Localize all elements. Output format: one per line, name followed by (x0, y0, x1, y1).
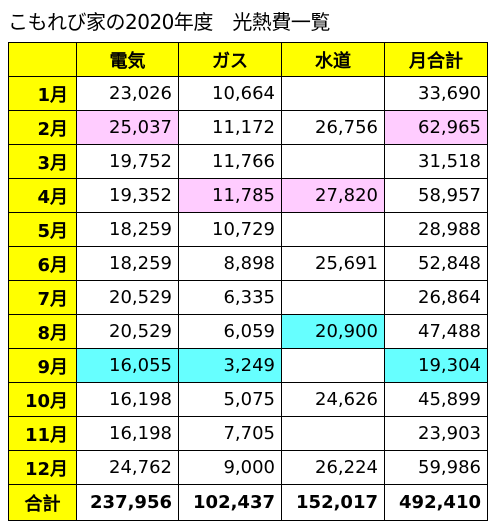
table-row: 6月 18,259 8,898 25,691 52,848 (8, 246, 488, 281)
monthly-total-cell[interactable]: 52,848 (384, 246, 488, 281)
water-cell[interactable]: 24,626 (281, 382, 385, 417)
water-cell[interactable] (281, 144, 385, 179)
month-cell[interactable]: 6月 (8, 246, 77, 281)
water-cell[interactable] (281, 280, 385, 315)
month-cell[interactable]: 11月 (8, 416, 77, 451)
electric-cell[interactable]: 20,529 (76, 280, 179, 315)
water-cell[interactable] (281, 416, 385, 451)
water-cell[interactable]: 27,820 (281, 178, 385, 213)
monthly-total-cell[interactable]: 59,986 (384, 450, 488, 485)
monthly-total-cell[interactable]: 19,304 (384, 348, 488, 383)
header-gas[interactable]: ガス (178, 42, 282, 77)
gas-cell[interactable]: 10,664 (178, 76, 282, 111)
month-cell[interactable]: 2月 (8, 110, 77, 145)
gas-cell[interactable]: 7,705 (178, 416, 282, 451)
table-row: 9月 16,055 3,249 19,304 (8, 348, 488, 383)
table-row: 11月 16,198 7,705 23,903 (8, 416, 488, 451)
month-cell[interactable]: 9月 (8, 348, 77, 383)
gas-cell[interactable]: 8,898 (178, 246, 282, 281)
water-cell[interactable]: 25,691 (281, 246, 385, 281)
electric-cell[interactable]: 16,198 (76, 382, 179, 417)
table-row: 5月 18,259 10,729 28,988 (8, 212, 488, 247)
header-water[interactable]: 水道 (281, 42, 385, 77)
grand-total-cell[interactable]: 492,410 (384, 484, 488, 521)
total-label-cell[interactable]: 合計 (8, 484, 77, 521)
month-cell[interactable]: 4月 (8, 178, 77, 213)
table-row: 7月 20,529 6,335 26,864 (8, 280, 488, 315)
table-row: 10月 16,198 5,075 24,626 45,899 (8, 382, 488, 417)
monthly-total-cell[interactable]: 33,690 (384, 76, 488, 111)
header-corner-cell[interactable] (8, 42, 77, 77)
electric-cell[interactable]: 19,752 (76, 144, 179, 179)
month-cell[interactable]: 7月 (8, 280, 77, 315)
month-cell[interactable]: 3月 (8, 144, 77, 179)
electric-cell[interactable]: 16,198 (76, 416, 179, 451)
monthly-total-cell[interactable]: 47,488 (384, 314, 488, 349)
monthly-total-cell[interactable]: 26,864 (384, 280, 488, 315)
header-monthly-total[interactable]: 月合計 (384, 42, 488, 77)
gas-cell[interactable]: 3,249 (178, 348, 282, 383)
gas-cell[interactable]: 6,059 (178, 314, 282, 349)
water-cell[interactable] (281, 76, 385, 111)
monthly-total-cell[interactable]: 28,988 (384, 212, 488, 247)
electric-cell[interactable]: 24,762 (76, 450, 179, 485)
electric-total-cell[interactable]: 237,956 (76, 484, 179, 521)
sheet-title: こもれび家の2020年度 光熱費一覧 (8, 10, 330, 34)
water-cell[interactable]: 26,756 (281, 110, 385, 145)
gas-cell[interactable]: 9,000 (178, 450, 282, 485)
monthly-total-cell[interactable]: 62,965 (384, 110, 488, 145)
month-cell[interactable]: 8月 (8, 314, 77, 349)
water-total-cell[interactable]: 152,017 (281, 484, 385, 521)
water-cell[interactable]: 20,900 (281, 314, 385, 349)
gas-cell[interactable]: 5,075 (178, 382, 282, 417)
gas-total-cell[interactable]: 102,437 (178, 484, 282, 521)
monthly-total-cell[interactable]: 58,957 (384, 178, 488, 213)
electric-cell[interactable]: 18,259 (76, 246, 179, 281)
table-row: 8月 20,529 6,059 20,900 47,488 (8, 314, 488, 349)
header-electric[interactable]: 電気 (76, 42, 179, 77)
water-cell[interactable] (281, 348, 385, 383)
electric-cell[interactable]: 25,037 (76, 110, 179, 145)
electric-cell[interactable]: 18,259 (76, 212, 179, 247)
month-cell[interactable]: 12月 (8, 450, 77, 485)
month-cell[interactable]: 10月 (8, 382, 77, 417)
table-row: 1月 23,026 10,664 33,690 (8, 76, 488, 111)
monthly-total-cell[interactable]: 31,518 (384, 144, 488, 179)
monthly-total-cell[interactable]: 45,899 (384, 382, 488, 417)
electric-cell[interactable]: 23,026 (76, 76, 179, 111)
gas-cell[interactable]: 6,335 (178, 280, 282, 315)
water-cell[interactable] (281, 212, 385, 247)
total-row: 合計 237,956 102,437 152,017 492,410 (8, 484, 488, 521)
gas-cell[interactable]: 11,172 (178, 110, 282, 145)
table-row: 12月 24,762 9,000 26,224 59,986 (8, 450, 488, 485)
utility-cost-table: 電気 ガス 水道 月合計 1月 23,026 10,664 33,690 2月 … (8, 42, 488, 521)
electric-cell[interactable]: 16,055 (76, 348, 179, 383)
month-cell[interactable]: 1月 (8, 76, 77, 111)
header-row: 電気 ガス 水道 月合計 (8, 42, 488, 77)
gas-cell[interactable]: 11,785 (178, 178, 282, 213)
gas-cell[interactable]: 11,766 (178, 144, 282, 179)
table-row: 3月 19,752 11,766 31,518 (8, 144, 488, 179)
electric-cell[interactable]: 20,529 (76, 314, 179, 349)
electric-cell[interactable]: 19,352 (76, 178, 179, 213)
month-cell[interactable]: 5月 (8, 212, 77, 247)
table-row: 2月 25,037 11,172 26,756 62,965 (8, 110, 488, 145)
table-row: 4月 19,352 11,785 27,820 58,957 (8, 178, 488, 213)
water-cell[interactable]: 26,224 (281, 450, 385, 485)
monthly-total-cell[interactable]: 23,903 (384, 416, 488, 451)
gas-cell[interactable]: 10,729 (178, 212, 282, 247)
